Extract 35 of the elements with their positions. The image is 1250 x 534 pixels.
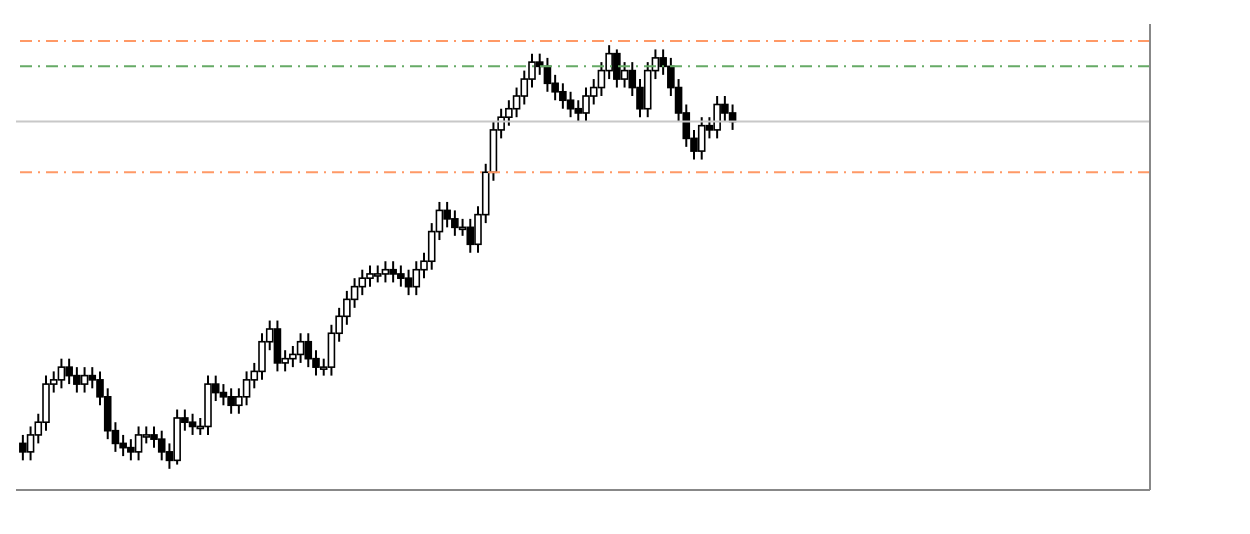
candlestick [134,425,143,462]
candlestick [173,408,181,466]
candlestick [227,387,235,415]
candlestick [389,260,397,284]
candlestick [566,90,575,119]
candlestick [296,332,305,364]
candlestick [381,260,390,284]
candlestick [242,370,251,407]
candlestick [304,332,313,369]
candlestick [273,319,282,373]
candlestick [219,383,228,407]
candlestick [713,95,721,140]
candlestick [73,366,81,394]
candlestick [19,433,27,462]
candlestick [404,268,413,297]
candlestick [574,99,583,123]
candlestick [443,200,451,229]
candlestick [57,357,66,390]
candlestick [613,48,621,89]
candlestick [65,357,73,386]
candlestick [366,264,374,288]
candlestick [466,217,475,254]
candlestick [582,86,590,123]
candlestick [412,260,421,297]
candlestick [188,412,197,436]
candlestick [559,82,567,110]
candlestick [204,374,212,436]
candlestick [127,438,135,462]
candlestick [697,116,706,161]
candlestick [721,95,729,123]
candlestick [397,264,405,288]
candlestick [80,366,89,394]
candlestick [620,61,629,89]
candlestick [157,429,166,462]
candlestick [451,209,459,237]
